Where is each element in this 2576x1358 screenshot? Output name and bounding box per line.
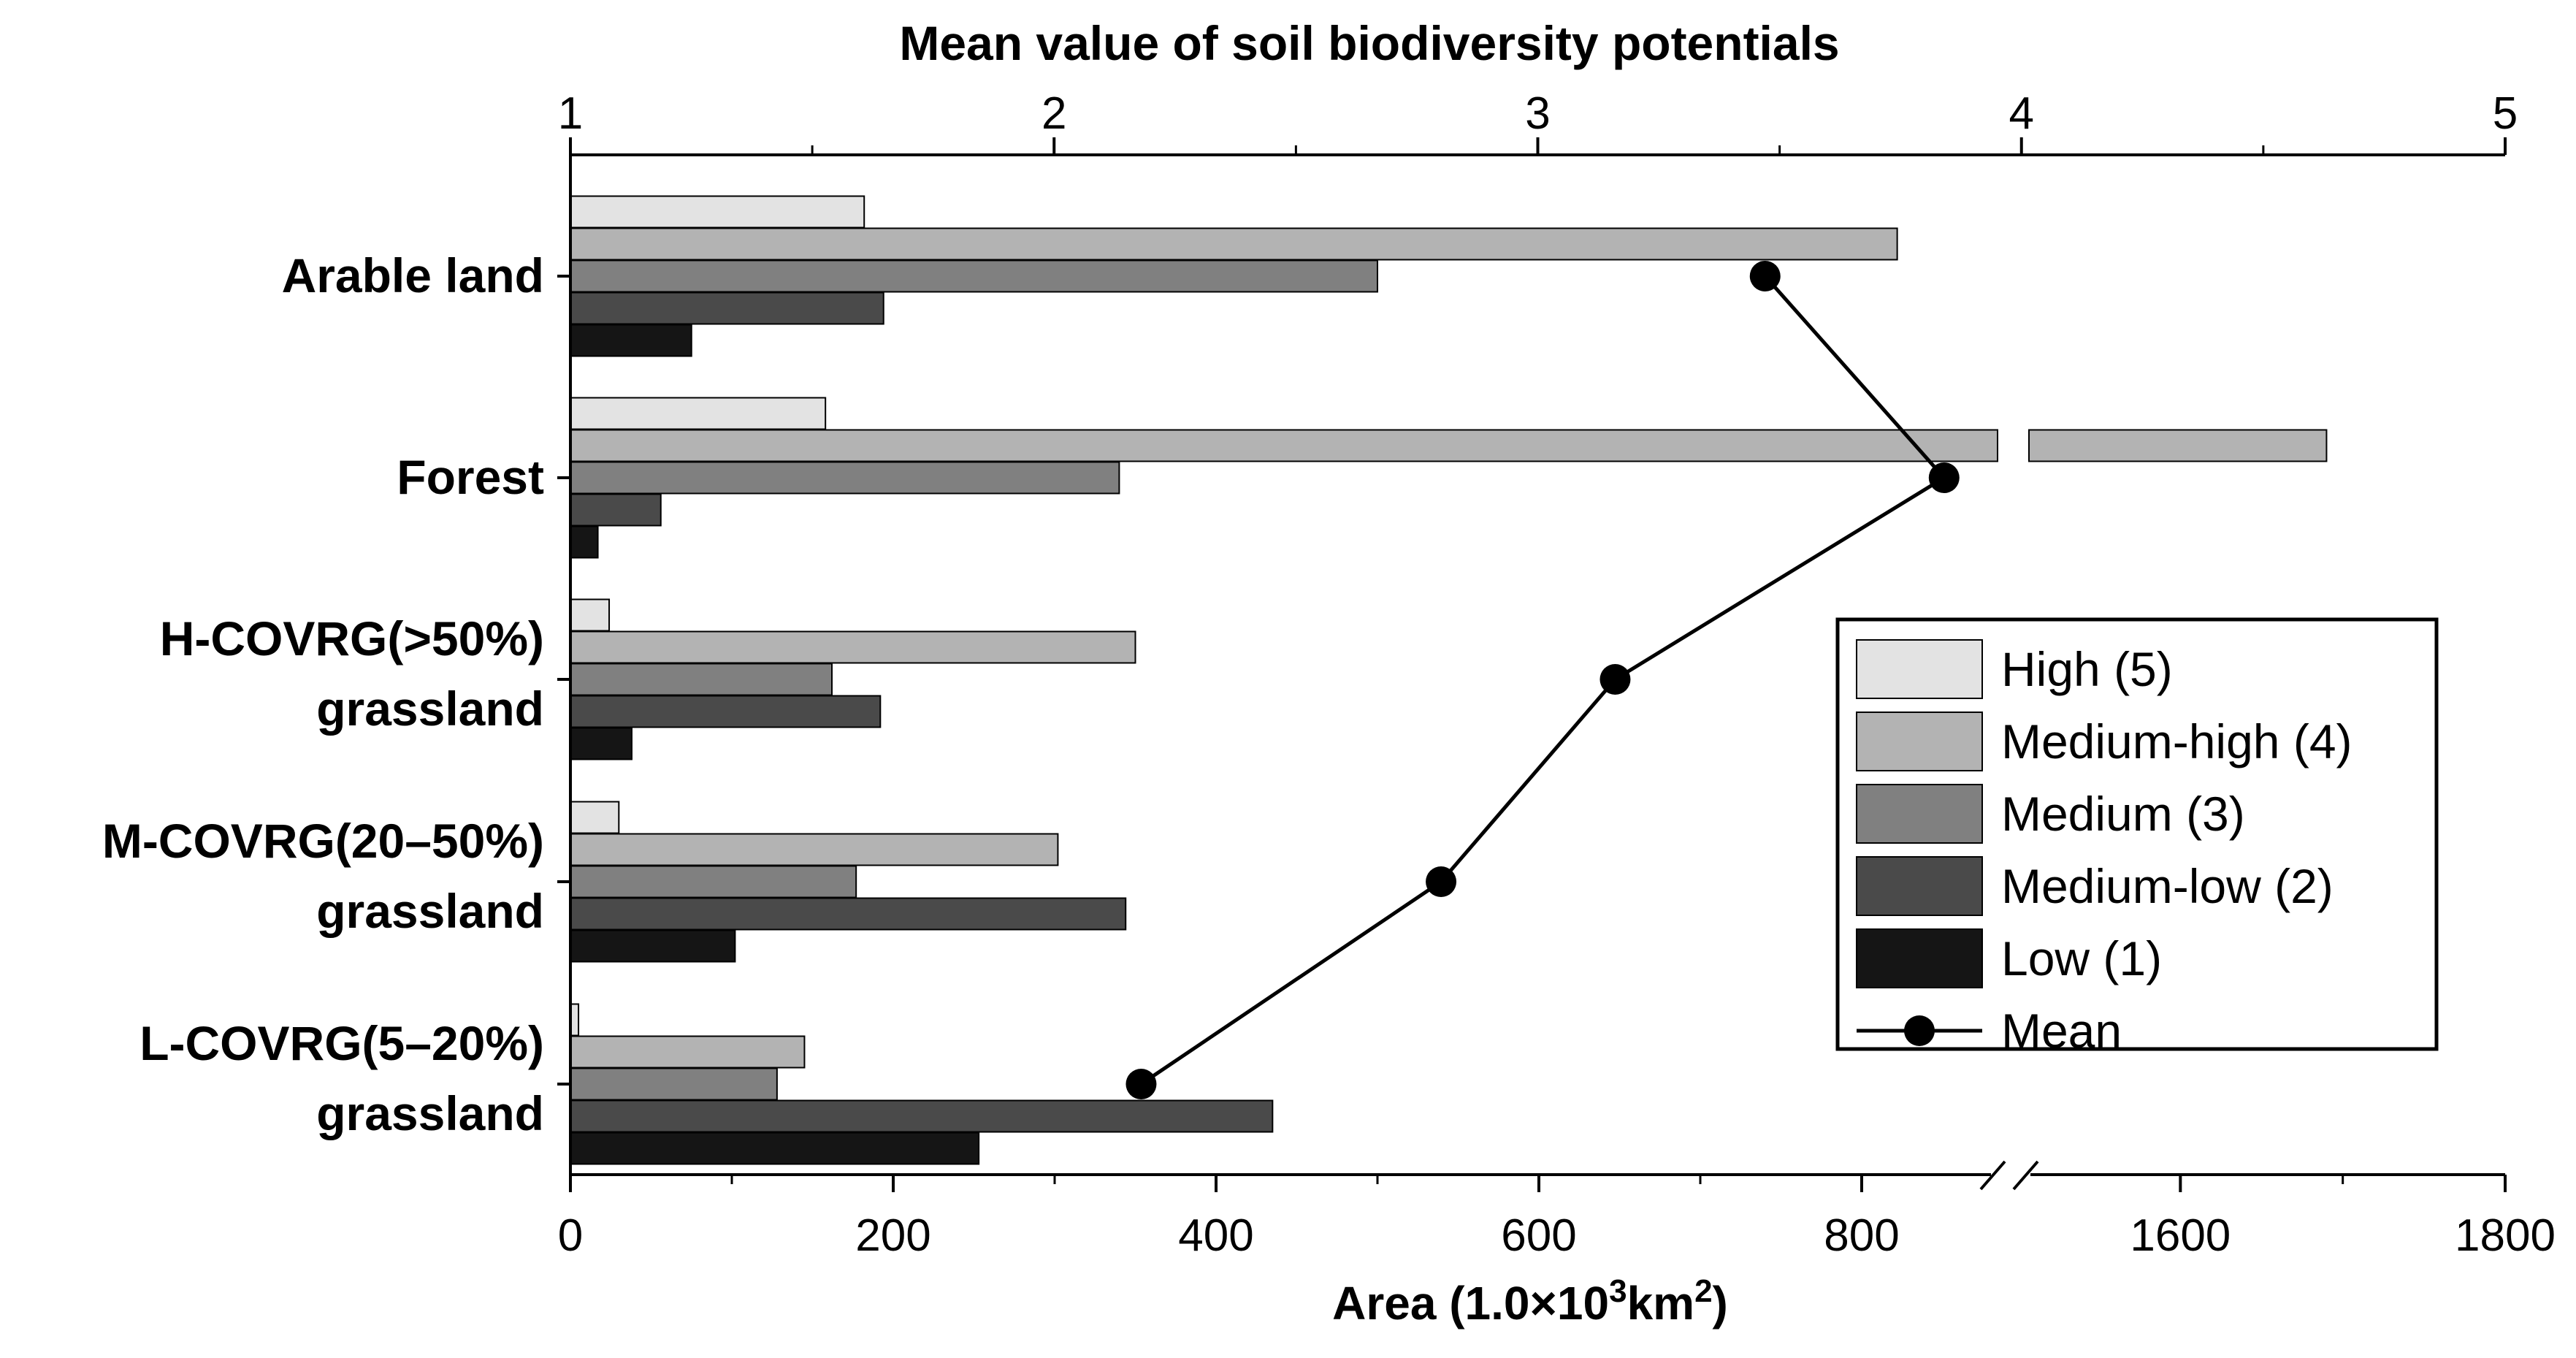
x-bottom-axis-title-part: 2 — [1694, 1273, 1712, 1309]
x-bottom-axis-title: Area (1.0×103km2) — [1332, 1273, 1728, 1330]
legend-label: Medium (3) — [2001, 787, 2245, 841]
legend: High (5) Medium-high (4) Medium (3) Medium-… — [1835, 617, 2439, 1058]
legend-swatch — [1856, 784, 1983, 844]
axis-break-mark — [2012, 1160, 2039, 1191]
mean-point — [1600, 664, 1631, 695]
x-bottom-tick-label: 1800 — [2455, 1210, 2556, 1261]
legend-swatch — [1856, 639, 1983, 699]
mean-point — [1426, 866, 1457, 897]
bar-high-5-cat2 — [570, 598, 611, 632]
bar-medium-low-2-cat2 — [570, 695, 882, 728]
x-top-tick-label: 3 — [1525, 88, 1550, 139]
bar-medium-high-4-cat4 — [570, 1035, 806, 1069]
legend-swatch — [1856, 712, 1983, 771]
bar-medium-3-cat0 — [570, 259, 1378, 293]
category-label: L-COVRG(5–20%) — [139, 1016, 544, 1070]
category-label: grassland — [316, 682, 544, 736]
x-bottom-tick-label: 400 — [1178, 1210, 1253, 1261]
x-top-tick-label: 1 — [558, 88, 583, 139]
legend-label: Mean — [2001, 1004, 2122, 1058]
legend-label: High (5) — [2001, 642, 2173, 696]
x-bottom-axis-title-part: Area (1.0×10 — [1332, 1277, 1609, 1330]
bar-medium-high-4-cat0 — [570, 227, 1898, 261]
axes-layer — [557, 137, 2507, 1192]
bar-medium-3-cat1 — [570, 461, 1120, 495]
legend-swatch — [1856, 856, 1983, 916]
bars-layer — [570, 195, 2328, 1165]
bar-high-5-cat3 — [570, 801, 620, 834]
mean-point — [1125, 1069, 1157, 1099]
x-bottom-axis-title-part: ) — [1713, 1277, 1728, 1330]
bar-high-5-cat1 — [570, 397, 827, 430]
category-label: grassland — [316, 1086, 544, 1140]
category-label: H-COVRG(>50%) — [160, 611, 544, 665]
bar-low-1-cat2 — [570, 727, 632, 760]
x-top-tick-label: 2 — [1042, 88, 1066, 139]
x-bottom-tick-label: 800 — [1824, 1210, 1899, 1261]
bar-medium-high-4-cat2 — [570, 630, 1136, 664]
bar-low-1-cat4 — [570, 1132, 980, 1165]
bar-low-1-cat3 — [570, 929, 736, 963]
x-top-axis-title: Mean value of soil biodiversity potentia… — [899, 16, 1839, 70]
category-label: M-COVRG(20–50%) — [102, 814, 544, 868]
bar-medium-low-2-cat4 — [570, 1099, 1274, 1133]
category-label: Forest — [397, 450, 544, 504]
x-top-tick-label: 5 — [2493, 88, 2518, 139]
axis-break-mark — [1979, 1160, 2006, 1191]
bar-medium-low-2-cat1 — [570, 493, 662, 527]
bar-medium-3-cat4 — [570, 1067, 778, 1101]
mean-point — [1928, 462, 1960, 493]
x-bottom-tick-label: 600 — [1501, 1210, 1576, 1261]
mean-point — [1749, 261, 1781, 291]
bar-low-1-cat0 — [570, 324, 692, 357]
bar-medium-high-4-cat1 — [570, 429, 1998, 462]
x-bottom-tick-label: 1600 — [2130, 1210, 2231, 1261]
bar-medium-high-4-cat3 — [570, 833, 1059, 866]
x-bottom-tick-label: 200 — [855, 1210, 930, 1261]
legend-label: Medium-low (2) — [2001, 859, 2334, 913]
category-label: grassland — [316, 884, 544, 938]
bar-medium-low-2-cat0 — [570, 291, 884, 325]
bar-high-5-cat0 — [570, 195, 865, 229]
x-top-tick-label: 4 — [2009, 88, 2034, 139]
x-bottom-tick-label: 0 — [558, 1210, 583, 1261]
bar-medium-low-2-cat3 — [570, 897, 1127, 931]
bar-medium-3-cat3 — [570, 865, 857, 899]
bar-medium-high-4-cat1-continued — [2028, 429, 2328, 462]
x-bottom-axis-title-part: 3 — [1609, 1273, 1627, 1309]
legend-label: Medium-high (4) — [2001, 714, 2353, 768]
mean-series-layer — [1125, 261, 1960, 1099]
legend-swatch — [1856, 928, 1983, 988]
legend-mean-marker — [1904, 1015, 1935, 1046]
labels-layer: 0 200 400 600 800 1600 1800 1 2 3 4 5 Arable land For… — [102, 16, 2556, 1330]
bar-medium-3-cat2 — [570, 663, 833, 696]
x-bottom-axis-title-part: km — [1627, 1277, 1695, 1330]
category-label: Arable land — [282, 248, 544, 302]
bar-low-1-cat1 — [570, 525, 599, 559]
legend-label: Low (1) — [2001, 931, 2162, 985]
